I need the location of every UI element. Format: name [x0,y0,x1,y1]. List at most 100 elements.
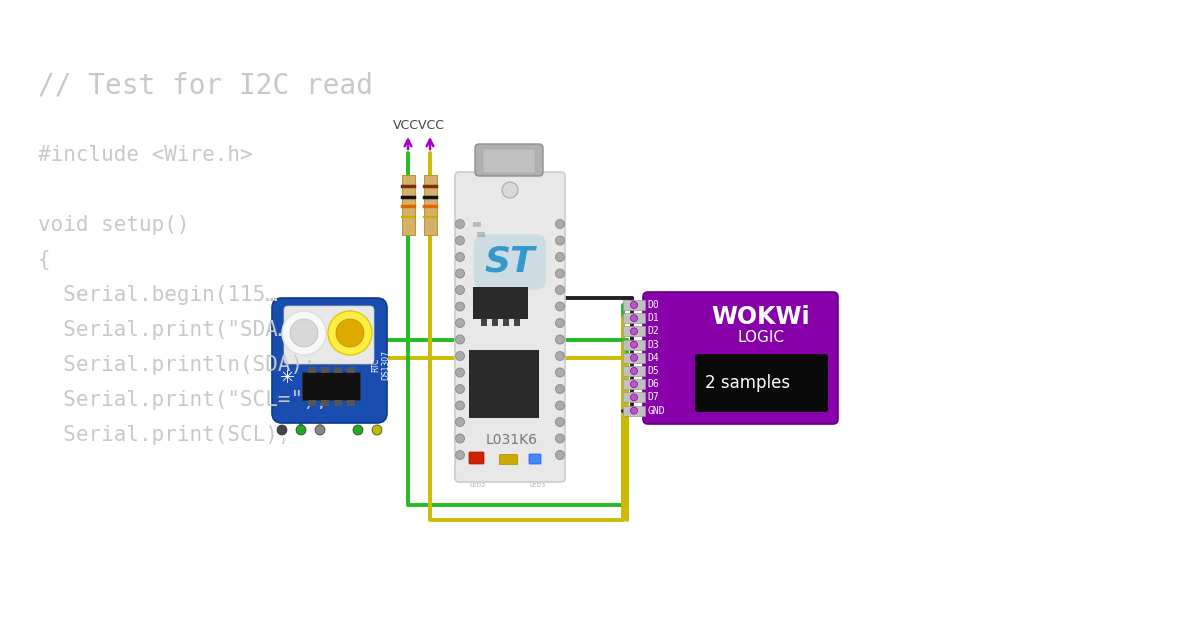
Circle shape [556,450,564,459]
FancyBboxPatch shape [284,306,374,364]
Bar [424,175,437,235]
Text: LED2: LED2 [469,483,485,488]
Circle shape [556,319,564,328]
Circle shape [502,182,518,198]
FancyBboxPatch shape [475,144,542,176]
Bar [492,319,498,326]
Circle shape [296,425,306,435]
Circle shape [556,253,564,261]
Text: void setup(): void setup() [38,215,190,235]
Bar [503,319,509,326]
Circle shape [290,319,318,347]
Bar [473,287,528,319]
FancyBboxPatch shape [695,354,828,412]
Text: RTC
DS1307: RTC DS1307 [371,350,391,380]
Text: // Test for I2C read: // Test for I2C read [38,72,373,100]
Text: SDA: SDA [294,437,308,443]
Text: SCL: SCL [371,437,384,443]
Circle shape [456,450,464,459]
Text: D5: D5 [647,366,659,376]
FancyBboxPatch shape [643,292,838,424]
Bar [499,454,517,464]
Text: LOGIC: LOGIC [738,331,785,345]
Circle shape [630,394,637,401]
Text: SQW: SQW [312,437,329,443]
Circle shape [556,434,564,443]
Circle shape [630,341,637,348]
Circle shape [328,311,372,355]
Bar [334,367,342,373]
Bar [623,313,646,323]
Bar [322,400,329,406]
Text: ✳: ✳ [281,369,295,387]
Circle shape [556,285,564,294]
Text: D2: D2 [647,326,659,336]
Circle shape [456,269,464,278]
Circle shape [353,425,364,435]
Circle shape [630,302,637,309]
Bar [473,222,481,227]
Circle shape [456,253,464,261]
Text: VCCVCC: VCCVCC [394,119,445,132]
Circle shape [456,401,464,410]
Circle shape [456,302,464,311]
Bar [302,372,360,400]
Text: #include <Wire.h>: #include <Wire.h> [38,145,253,165]
Bar [623,379,646,389]
FancyBboxPatch shape [529,454,541,464]
Bar [308,367,316,373]
FancyBboxPatch shape [455,172,565,482]
Text: GND: GND [647,406,665,416]
Text: LED3: LED3 [529,483,545,488]
Circle shape [630,328,637,335]
Text: ST: ST [485,245,535,279]
Circle shape [556,302,564,311]
Circle shape [456,368,464,377]
Bar [623,300,646,310]
Bar [308,400,316,406]
Circle shape [456,434,464,443]
Text: Serial.print("SDA…: Serial.print("SDA… [38,320,290,340]
Text: D6: D6 [647,379,659,389]
Circle shape [314,425,325,435]
Circle shape [630,407,637,414]
Bar [334,400,342,406]
Bar [469,350,539,418]
Bar [347,400,355,406]
Circle shape [282,311,326,355]
Text: WOKWi: WOKWi [712,305,810,329]
Circle shape [456,236,464,245]
Bar [481,319,487,326]
Bar [623,366,646,376]
Circle shape [556,418,564,427]
Circle shape [556,384,564,394]
Bar [623,340,646,350]
Text: Serial.print(SCL);: Serial.print(SCL); [38,425,290,445]
Text: D1: D1 [647,313,659,323]
Text: GND: GND [274,437,290,443]
Bar [623,326,646,336]
Circle shape [456,335,464,344]
FancyBboxPatch shape [469,452,484,464]
Circle shape [456,418,464,427]
Circle shape [336,319,364,347]
Bar [514,319,520,326]
Bar [623,406,646,416]
Circle shape [456,352,464,360]
Circle shape [556,236,564,245]
Circle shape [556,352,564,360]
Circle shape [556,269,564,278]
Circle shape [630,354,637,361]
Bar [623,353,646,363]
Circle shape [556,401,564,410]
Text: Serial.begin(115…: Serial.begin(115… [38,285,278,305]
Text: D4: D4 [647,353,659,363]
FancyBboxPatch shape [482,149,535,173]
Bar [402,175,415,235]
Bar [322,367,329,373]
Text: Serial.print("SCL=");: Serial.print("SCL="); [38,390,329,410]
Text: D0: D0 [647,300,659,310]
Circle shape [630,315,637,322]
Circle shape [277,425,287,435]
Text: Serial.println(SDA);: Serial.println(SDA); [38,355,316,375]
